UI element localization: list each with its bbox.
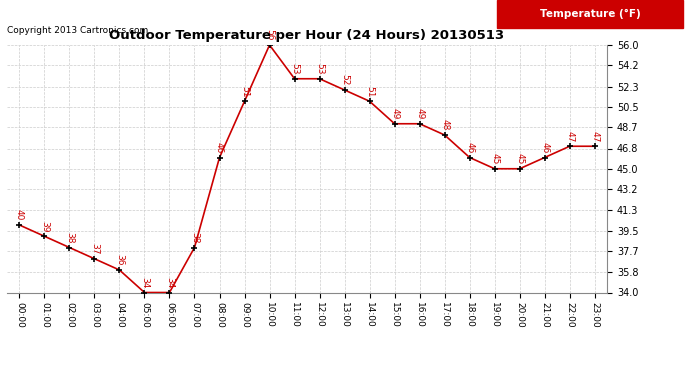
Text: 45: 45: [490, 153, 499, 165]
Text: 45: 45: [515, 153, 524, 165]
Text: 38: 38: [190, 232, 199, 243]
Title: Outdoor Temperature per Hour (24 Hours) 20130513: Outdoor Temperature per Hour (24 Hours) …: [110, 30, 504, 42]
Text: 49: 49: [390, 108, 399, 120]
Text: 52: 52: [340, 75, 349, 86]
Text: 46: 46: [465, 142, 474, 153]
Text: 47: 47: [590, 131, 599, 142]
Text: 51: 51: [240, 86, 249, 97]
Text: 40: 40: [15, 210, 24, 221]
Text: 34: 34: [165, 277, 174, 288]
Text: 38: 38: [65, 232, 74, 243]
Text: 39: 39: [40, 220, 49, 232]
Text: 53: 53: [290, 63, 299, 75]
Text: 36: 36: [115, 254, 124, 266]
Text: 46: 46: [540, 142, 549, 153]
Text: 53: 53: [315, 63, 324, 75]
Text: Temperature (°F): Temperature (°F): [540, 9, 640, 19]
Text: 46: 46: [215, 142, 224, 153]
Text: 34: 34: [140, 277, 149, 288]
Text: 49: 49: [415, 108, 424, 120]
Text: Copyright 2013 Cartronics.com: Copyright 2013 Cartronics.com: [7, 26, 148, 35]
Text: 51: 51: [365, 86, 374, 97]
Text: 47: 47: [565, 131, 574, 142]
Text: 48: 48: [440, 120, 449, 131]
Text: 37: 37: [90, 243, 99, 255]
Text: 56: 56: [265, 29, 274, 41]
